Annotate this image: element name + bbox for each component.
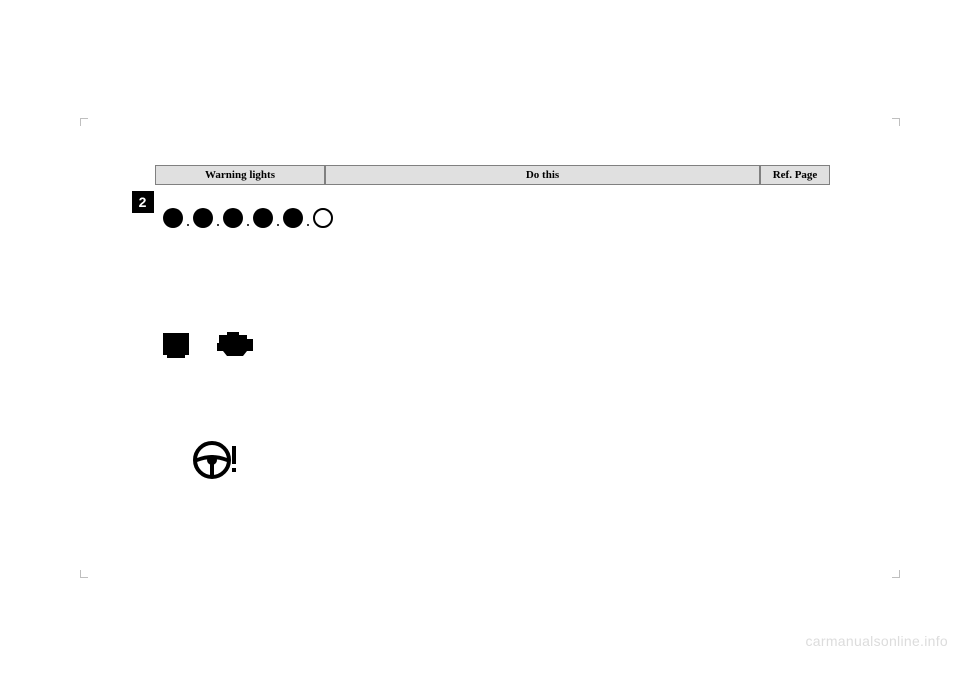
warning-indicator-outline-icon [313,208,333,228]
warning-icons-row1 [163,208,333,228]
section-tab-rail: 2 [130,165,155,585]
warning-indicator-icon [253,208,273,228]
check-engine-icon [213,329,257,359]
watermark-text: carmanualsonline.info [806,633,949,649]
cell-warning-icon [155,435,325,485]
crop-mark-bl [80,570,88,578]
table-header-row: Warning lights Do this Ref. Page [155,165,830,185]
separator-dot-icon [247,224,249,226]
crop-mark-tl [80,118,88,126]
separator-dot-icon [187,224,189,226]
table-row [155,427,830,493]
crop-mark-br [892,570,900,578]
warning-icons-row2 [163,329,257,359]
page-content: Warning lights Do this Ref. Page [155,165,830,585]
service-indicator-icon [163,333,189,355]
separator-dot-icon [307,224,309,226]
cell-warning-icon [155,193,333,243]
table-body [155,185,830,585]
warning-indicator-icon [223,208,243,228]
manual-page: 2 Warning lights Do this Ref. Page [130,165,830,585]
section-tab-badge: 2 [132,191,154,213]
separator-dot-icon [277,224,279,226]
warning-indicator-icon [283,208,303,228]
warning-indicator-icon [193,208,213,228]
th-do-this: Do this [325,165,760,185]
crop-mark-tr [892,118,900,126]
warning-indicator-icon [163,208,183,228]
separator-dot-icon [217,224,219,226]
table-row [155,185,830,251]
table-row [155,311,830,377]
power-steering-warning-icon [193,438,237,482]
cell-warning-icon [155,319,325,369]
th-warning-lights: Warning lights [155,165,325,185]
th-ref-page: Ref. Page [760,165,830,185]
